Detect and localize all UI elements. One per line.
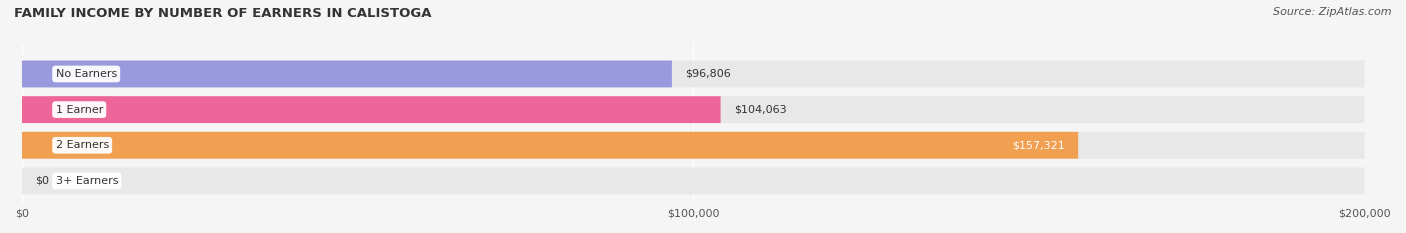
- Text: 3+ Earners: 3+ Earners: [56, 176, 118, 186]
- FancyBboxPatch shape: [22, 132, 1365, 159]
- Text: $96,806: $96,806: [685, 69, 731, 79]
- Text: $157,321: $157,321: [1012, 140, 1064, 150]
- FancyBboxPatch shape: [22, 132, 1078, 159]
- Text: 2 Earners: 2 Earners: [56, 140, 108, 150]
- FancyBboxPatch shape: [22, 96, 1365, 123]
- FancyBboxPatch shape: [22, 168, 1365, 194]
- Text: 1 Earner: 1 Earner: [56, 105, 103, 115]
- Text: No Earners: No Earners: [56, 69, 117, 79]
- Text: $104,063: $104,063: [734, 105, 787, 115]
- Text: $0: $0: [35, 176, 49, 186]
- FancyBboxPatch shape: [22, 96, 721, 123]
- FancyBboxPatch shape: [22, 61, 672, 87]
- Text: FAMILY INCOME BY NUMBER OF EARNERS IN CALISTOGA: FAMILY INCOME BY NUMBER OF EARNERS IN CA…: [14, 7, 432, 20]
- FancyBboxPatch shape: [22, 61, 1365, 87]
- Text: Source: ZipAtlas.com: Source: ZipAtlas.com: [1274, 7, 1392, 17]
